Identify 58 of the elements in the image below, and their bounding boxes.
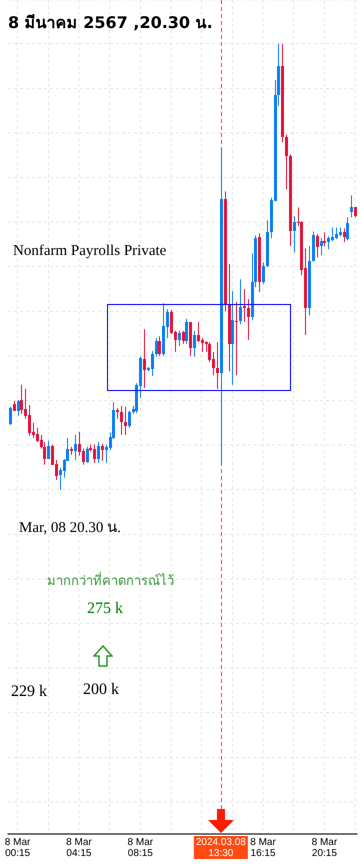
x-tick-label: 2024.03.08 13:30 bbox=[196, 836, 246, 859]
candlestick bbox=[235, 301, 238, 376]
candlestick bbox=[335, 226, 338, 240]
candlestick bbox=[285, 134, 288, 190]
candlestick bbox=[193, 330, 196, 358]
candlestick bbox=[343, 228, 346, 243]
annotation: Nonfarm Payrolls Private bbox=[13, 243, 166, 260]
candlestick bbox=[116, 408, 119, 420]
candlestick bbox=[331, 226, 334, 242]
candlestick bbox=[178, 330, 181, 347]
candlestick bbox=[124, 406, 127, 436]
candlestick bbox=[185, 318, 188, 344]
candlestick bbox=[93, 444, 96, 464]
candlestick bbox=[74, 434, 77, 460]
x-tick-label: 8 Mar 20:15 bbox=[312, 836, 338, 859]
candlestick bbox=[17, 400, 20, 416]
candlestick bbox=[327, 236, 330, 250]
candlestick bbox=[201, 338, 204, 352]
candlestick bbox=[143, 328, 146, 389]
candlestick bbox=[82, 448, 85, 466]
x-tick-label: 8 Mar 00:15 bbox=[4, 836, 32, 859]
candlestick bbox=[9, 406, 12, 426]
candlestick bbox=[346, 216, 349, 241]
candlestick bbox=[182, 330, 185, 344]
candlestick bbox=[243, 288, 246, 323]
candlestick bbox=[158, 336, 161, 356]
candlestick bbox=[128, 410, 131, 428]
candlestick bbox=[316, 234, 319, 258]
candlestick bbox=[231, 290, 234, 386]
chart-title: 8 มีนาคม 2567 ,20.30 น. bbox=[8, 12, 213, 34]
candlestick bbox=[247, 298, 250, 340]
text: Mar, 08 20.30 น. bbox=[19, 519, 121, 538]
candlestick bbox=[13, 400, 16, 412]
candlestick bbox=[20, 384, 23, 414]
text: 275 k bbox=[87, 600, 123, 618]
candlestick bbox=[86, 446, 89, 464]
text: มากกว่าที่คาดการณ์ไว้ bbox=[47, 570, 174, 590]
candlestick bbox=[293, 216, 296, 253]
candlestick bbox=[197, 322, 200, 343]
candlestick bbox=[151, 350, 154, 376]
text: 200 k bbox=[83, 681, 119, 699]
candlestick bbox=[239, 278, 242, 325]
candlestick bbox=[97, 441, 100, 464]
candlestick bbox=[216, 342, 219, 390]
candlestick bbox=[155, 338, 158, 358]
x-tick-label: 8 Mar 08:15 bbox=[128, 836, 154, 859]
candlestick bbox=[101, 443, 104, 462]
text: 229 k bbox=[11, 683, 47, 701]
candlestick bbox=[323, 232, 326, 247]
x-tick-label: 8 Mar 04:15 bbox=[66, 836, 92, 859]
candlestick bbox=[262, 262, 265, 285]
candlestick bbox=[354, 206, 357, 218]
candlestick bbox=[320, 238, 323, 256]
candlestick bbox=[28, 404, 31, 436]
x-tick-label: 8 Mar 16:15 bbox=[250, 836, 276, 859]
candlestick bbox=[120, 405, 123, 436]
candlestick bbox=[350, 194, 353, 218]
candlestick bbox=[47, 440, 50, 460]
